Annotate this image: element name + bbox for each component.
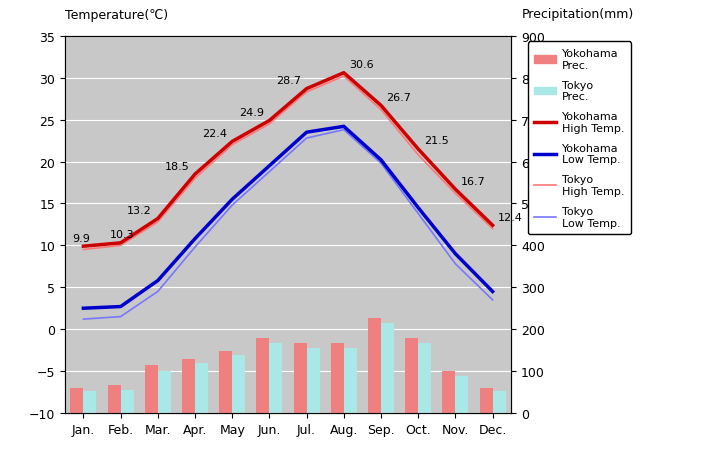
Bar <box>158 371 171 413</box>
Bar <box>344 348 357 413</box>
Bar <box>418 343 431 413</box>
Bar <box>182 359 195 413</box>
Bar <box>330 343 344 413</box>
Text: 28.7: 28.7 <box>276 76 301 86</box>
Bar <box>269 343 282 413</box>
Bar <box>294 343 307 413</box>
Bar <box>145 365 158 413</box>
Bar <box>368 319 381 413</box>
Bar <box>219 352 232 413</box>
Text: 18.5: 18.5 <box>164 161 189 171</box>
Bar <box>492 392 505 413</box>
Bar <box>232 355 246 413</box>
Bar <box>84 392 96 413</box>
Bar <box>455 376 469 413</box>
Bar <box>442 371 455 413</box>
Legend: Yokohama
Prec., Tokyo
Prec., Yokohama
High Temp., Yokohama
Low Temp., Tokyo
High: Yokohama Prec., Tokyo Prec., Yokohama Hi… <box>528 42 631 235</box>
Text: 21.5: 21.5 <box>424 136 449 146</box>
Text: 22.4: 22.4 <box>202 129 227 139</box>
Text: 13.2: 13.2 <box>127 206 152 216</box>
Bar <box>405 339 418 413</box>
Text: 26.7: 26.7 <box>387 93 411 103</box>
Text: 24.9: 24.9 <box>239 108 264 118</box>
Text: 9.9: 9.9 <box>72 233 90 243</box>
Bar <box>107 385 120 413</box>
Bar <box>121 390 134 413</box>
Text: 30.6: 30.6 <box>349 60 374 70</box>
Text: Temperature(℃): Temperature(℃) <box>65 9 168 22</box>
Bar <box>307 348 320 413</box>
Bar <box>71 388 84 413</box>
Text: 10.3: 10.3 <box>109 230 134 240</box>
Bar <box>381 323 394 413</box>
Text: 12.4: 12.4 <box>498 212 523 222</box>
Bar <box>480 388 492 413</box>
Text: 16.7: 16.7 <box>461 176 486 186</box>
Bar <box>256 339 269 413</box>
Bar <box>195 363 208 413</box>
Text: Precipitation(mm): Precipitation(mm) <box>522 8 634 21</box>
